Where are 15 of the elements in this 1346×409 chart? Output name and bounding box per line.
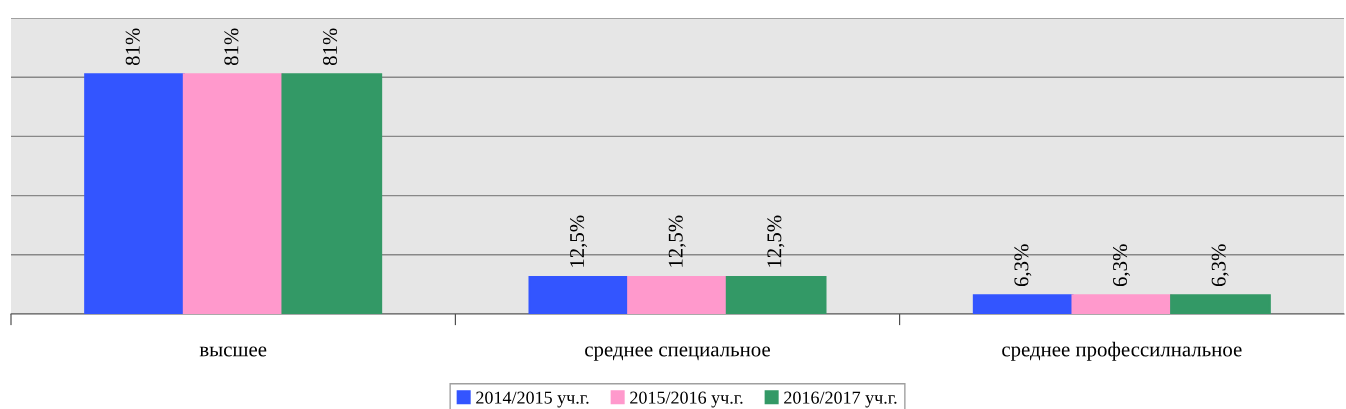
- data-label: 6,3%: [1112, 244, 1131, 287]
- data-label: 81%: [224, 28, 239, 66]
- data-label: 12,5%: [570, 215, 588, 267]
- legend-label: 2015/2016 уч.г.: [630, 391, 743, 408]
- x-tick-label: среднее профессилнальное: [1002, 341, 1242, 361]
- data-label: 81%: [322, 28, 338, 66]
- x-tick-label: среднее специальное: [585, 346, 770, 361]
- legend-label: 2016/2017 уч.г.: [784, 391, 897, 408]
- legend-label: 2014/2015 уч.г.: [476, 391, 589, 408]
- data-label: 81%: [125, 28, 140, 66]
- data-label: 6,3%: [1014, 244, 1032, 287]
- data-label: 12,5%: [767, 215, 785, 267]
- x-tick-label: высшее: [199, 346, 267, 357]
- data-label: 6,3%: [1211, 244, 1229, 287]
- data-label: 12,5%: [668, 215, 686, 267]
